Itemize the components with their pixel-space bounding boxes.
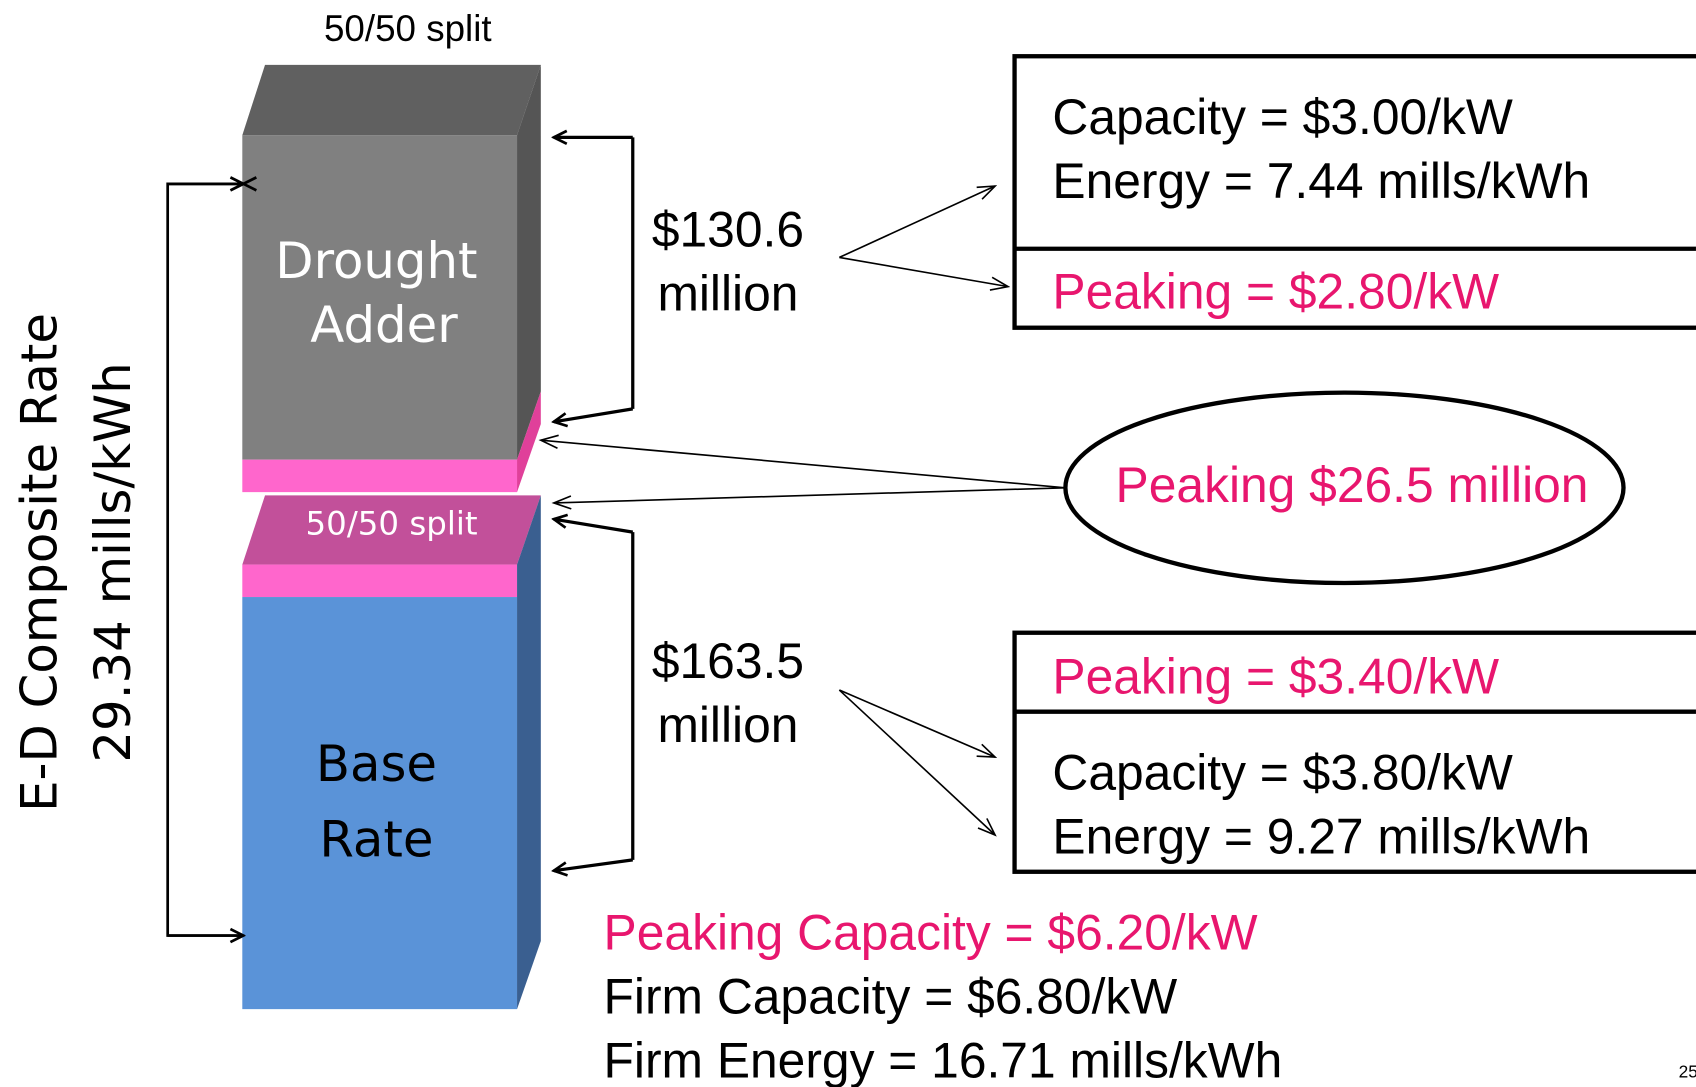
split-label: 50/50 split — [324, 8, 492, 49]
bracket — [166, 184, 244, 937]
block-side — [517, 64, 541, 460]
peaking-slice — [242, 564, 518, 598]
arrow — [554, 407, 634, 422]
split-label: 50/50 split — [306, 504, 478, 542]
peaking-slice — [242, 459, 518, 493]
rate-line: Capacity = $3.00/kW — [1052, 89, 1512, 145]
rate-line: Energy = 9.27 mills/kWh — [1052, 808, 1590, 864]
rate-box — [1012, 630, 1696, 874]
base-block — [242, 597, 518, 1010]
rate-line: Capacity = $3.80/kW — [1052, 745, 1512, 801]
total-line: Firm Capacity = $6.80/kW — [604, 968, 1178, 1024]
amount: million — [657, 265, 798, 321]
axis-label: E-D Composite Rate — [10, 313, 68, 812]
total-line: Firm Energy = 16.71 mills/kWh — [604, 1032, 1283, 1087]
total-line: Peaking Capacity = $6.20/kW — [604, 905, 1258, 961]
callout-text: Peaking $26.5 million — [1116, 457, 1589, 513]
rate-line: Energy = 7.44 mills/kWh — [1052, 153, 1590, 209]
block-top-face — [242, 64, 541, 136]
axis-label: 29.34 mills/kWh — [84, 362, 142, 762]
block-top-face — [242, 495, 541, 565]
block-label: Rate — [319, 811, 433, 869]
arrow — [839, 689, 995, 757]
peaking-rate: Peaking = $2.80/kW — [1052, 263, 1499, 319]
peaking-rate: Peaking = $3.40/kW — [1052, 648, 1499, 704]
block-label: Drought — [275, 232, 477, 290]
amount: $130.6 — [652, 202, 804, 258]
arrow — [554, 519, 634, 534]
arrow — [541, 440, 1066, 489]
arrow — [554, 486, 1066, 503]
block-side — [517, 495, 541, 1010]
amount: million — [657, 697, 798, 753]
arrow — [839, 256, 1008, 286]
drought-block — [242, 135, 518, 460]
page-number: 25 — [1679, 1061, 1696, 1081]
block-label: Adder — [310, 296, 458, 354]
arrow — [838, 689, 995, 835]
block-side-pink — [517, 391, 541, 493]
arrow — [554, 858, 633, 871]
amount: $163.5 — [652, 633, 804, 689]
arrow — [839, 186, 995, 259]
rate-box — [1012, 54, 1696, 330]
block-label: Base — [316, 735, 437, 793]
